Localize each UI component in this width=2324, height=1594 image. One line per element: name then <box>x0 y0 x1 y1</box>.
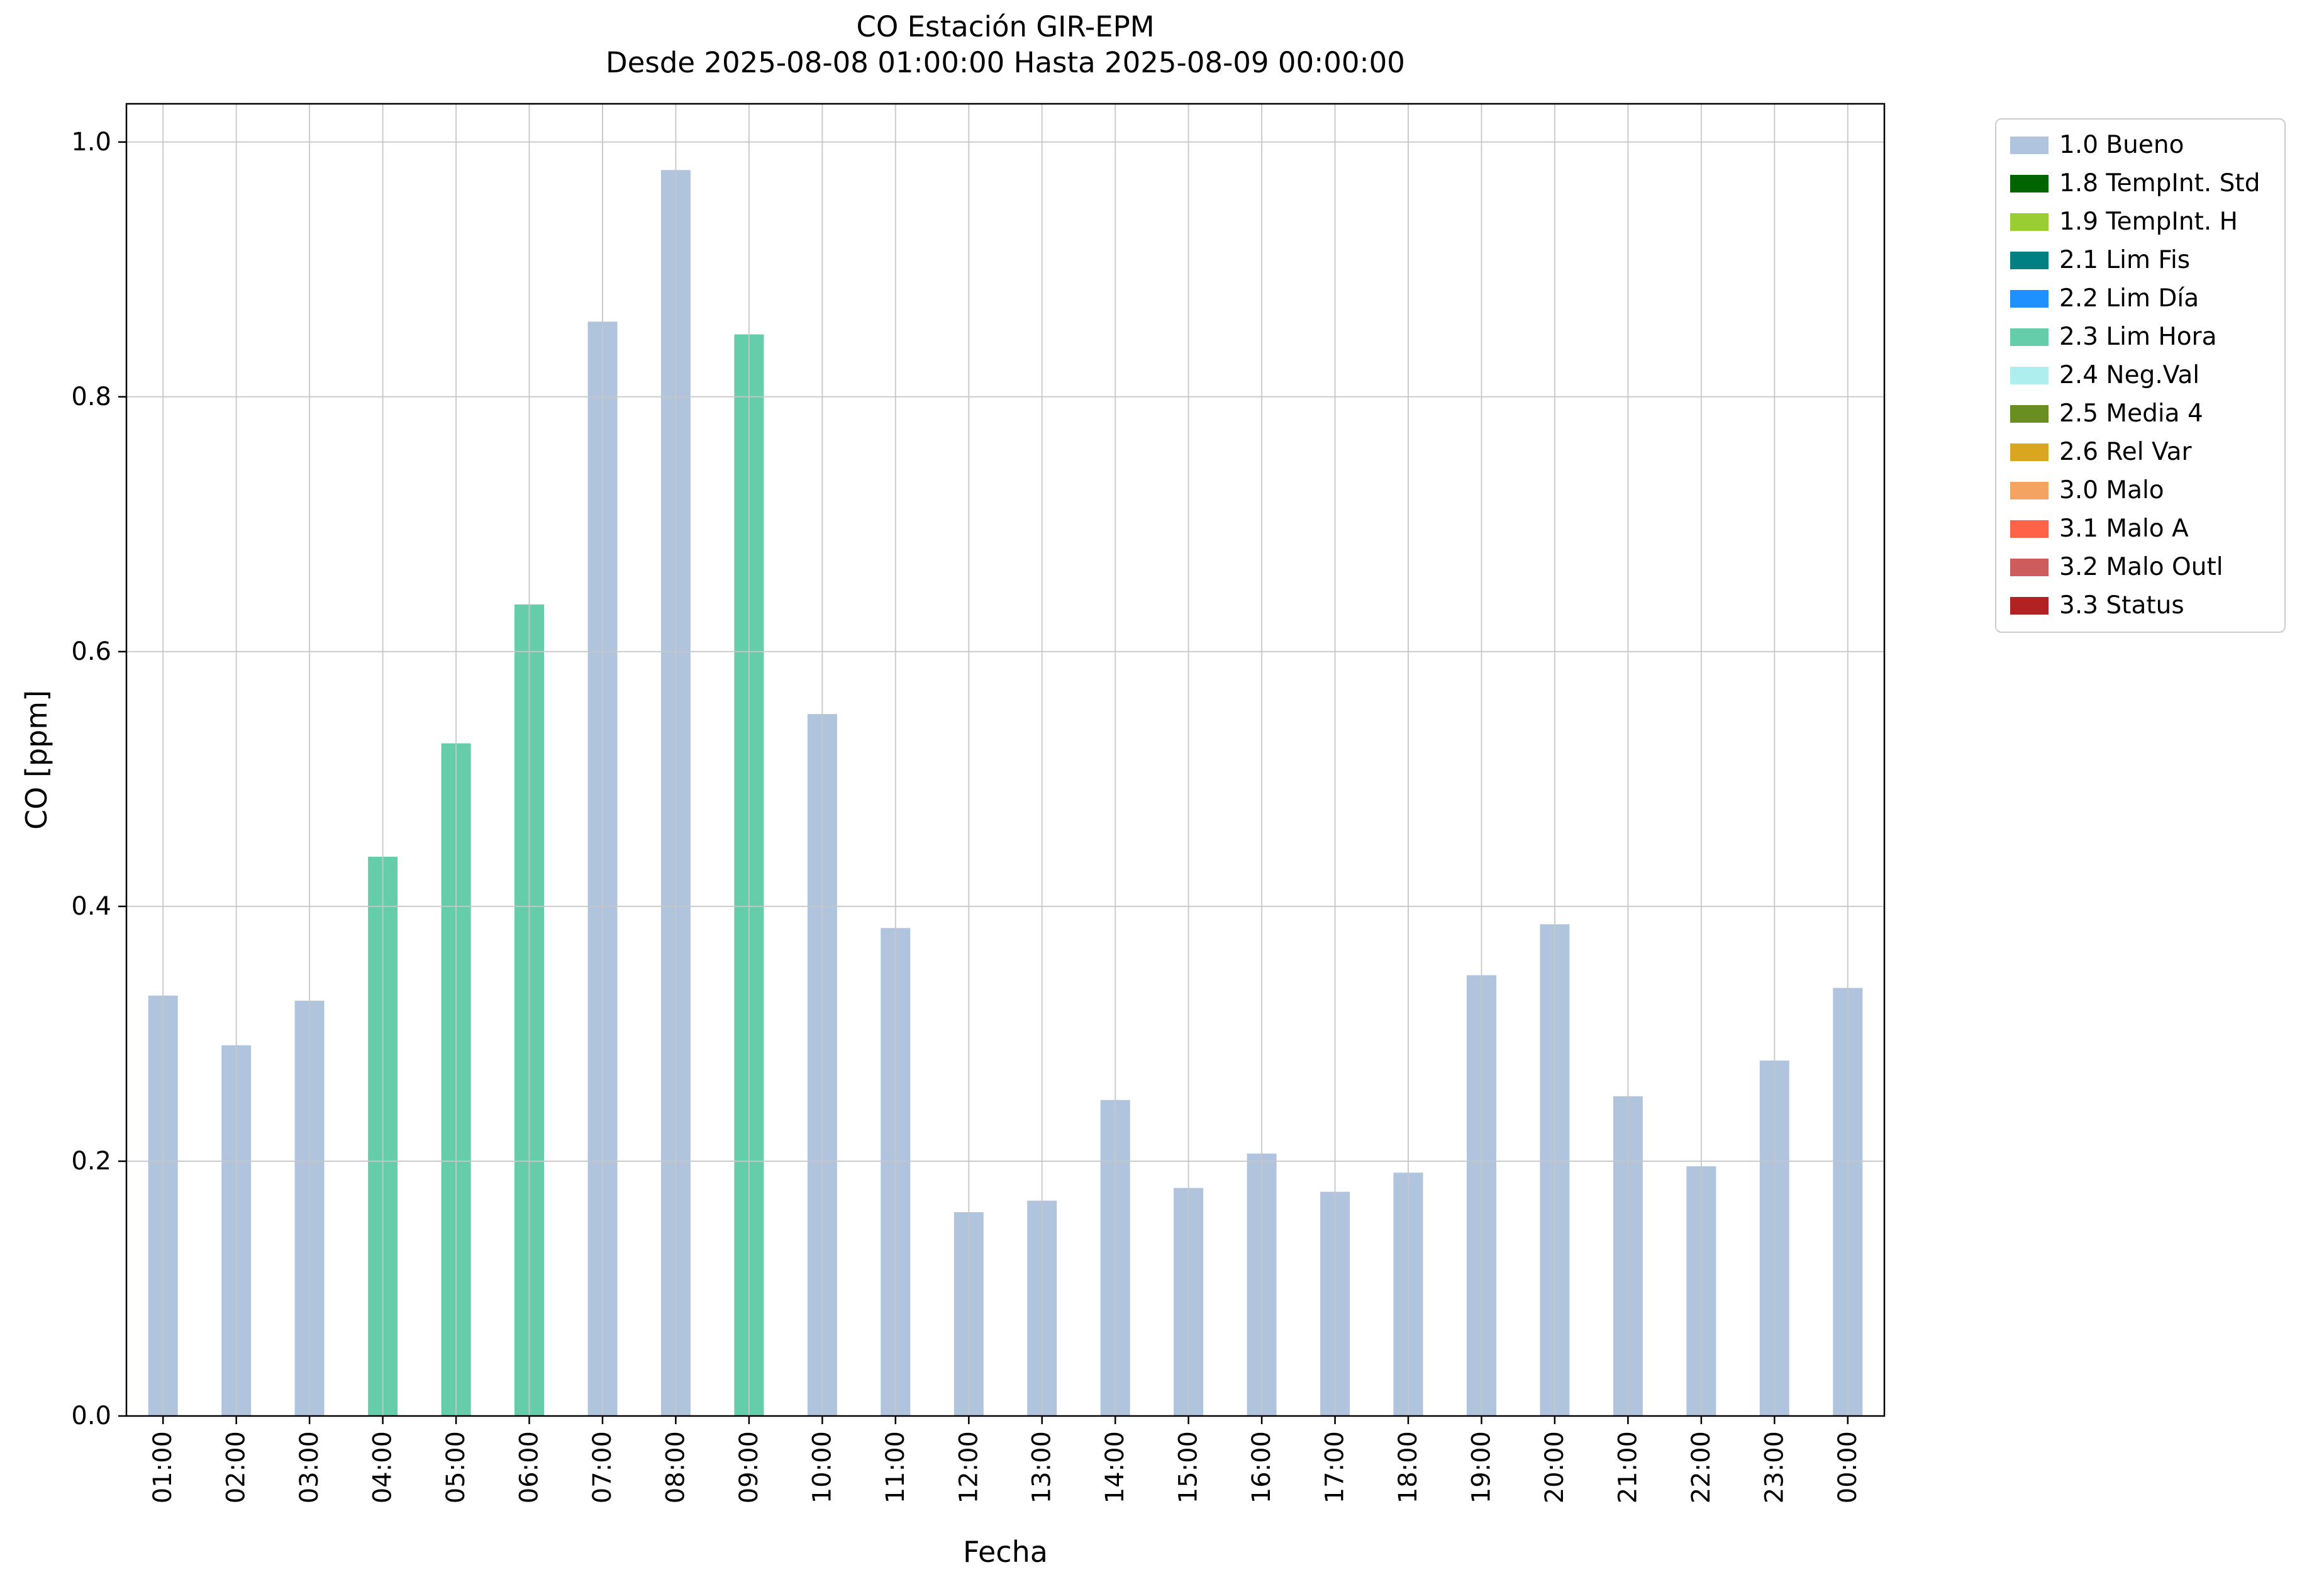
legend-item: 3.1 Malo A <box>2010 515 2271 543</box>
legend-item: 2.4 Neg.Val <box>2010 361 2271 390</box>
legend-swatch <box>2010 482 2049 499</box>
legend-label: 2.5 Media 4 <box>2059 399 2203 428</box>
x-tick-label: 07:00 <box>588 1431 617 1503</box>
legend-label: 1.8 TempInt. Std <box>2059 169 2260 198</box>
legend-swatch <box>2010 520 2049 538</box>
x-tick-label: 09:00 <box>735 1431 764 1503</box>
x-tick-label: 02:00 <box>222 1431 251 1503</box>
y-tick-label: 0.6 <box>71 637 111 666</box>
legend-item: 3.3 Status <box>2010 591 2271 620</box>
chart-title-line2: Desde 2025-08-08 01:00:00 Hasta 2025-08-… <box>606 46 1405 79</box>
legend-label: 3.2 Malo Outl <box>2059 553 2223 581</box>
legend-item: 2.5 Media 4 <box>2010 399 2271 428</box>
x-tick-label: 13:00 <box>1028 1431 1057 1503</box>
legend-swatch <box>2010 213 2049 231</box>
x-tick-label: 03:00 <box>295 1431 324 1503</box>
x-tick-label: 16:00 <box>1247 1431 1276 1503</box>
x-tick-label: 21:00 <box>1613 1431 1642 1503</box>
y-tick-label: 0.8 <box>71 382 111 411</box>
x-tick-label: 08:00 <box>661 1431 690 1503</box>
x-tick-label: 01:00 <box>148 1431 177 1503</box>
legend-label: 2.1 Lim Fis <box>2059 246 2191 274</box>
legend-swatch <box>2010 443 2049 461</box>
x-tick-label: 00:00 <box>1833 1431 1862 1503</box>
legend-item: 1.9 TempInt. H <box>2010 208 2271 237</box>
x-tick-label: 20:00 <box>1540 1431 1569 1503</box>
x-tick-label: 22:00 <box>1687 1431 1716 1503</box>
legend-item: 3.0 Malo <box>2010 476 2271 505</box>
legend-label: 2.4 Neg.Val <box>2059 361 2200 389</box>
legend-item: 2.3 Lim Hora <box>2010 323 2271 352</box>
legend-swatch <box>2010 405 2049 423</box>
x-axis-label: Fecha <box>963 1535 1048 1569</box>
x-tick-label: 17:00 <box>1321 1431 1350 1503</box>
legend-swatch <box>2010 559 2049 576</box>
legend-swatch <box>2010 328 2049 346</box>
legend-swatch <box>2010 290 2049 308</box>
y-tick-label: 0.2 <box>71 1147 111 1176</box>
x-tick-label: 18:00 <box>1394 1431 1423 1503</box>
legend-item: 3.2 Malo Outl <box>2010 553 2271 582</box>
legend-label: 3.1 Malo A <box>2059 515 2189 543</box>
y-tick-label: 1.0 <box>71 128 111 157</box>
x-tick-label: 15:00 <box>1174 1431 1203 1503</box>
legend-label: 2.2 Lim Día <box>2059 284 2199 313</box>
x-tick-label: 14:00 <box>1101 1431 1130 1503</box>
x-tick-label: 11:00 <box>881 1431 910 1503</box>
y-tick-label: 0.0 <box>71 1402 111 1430</box>
legend-label: 2.6 Rel Var <box>2059 438 2192 466</box>
legend-label: 3.3 Status <box>2059 591 2184 620</box>
legend-swatch <box>2010 175 2049 192</box>
legend-swatch <box>2010 597 2049 615</box>
x-tick-label: 04:00 <box>369 1431 398 1503</box>
chart-title-line1: CO Estación GIR-EPM <box>856 10 1155 43</box>
legend-item: 1.8 TempInt. Std <box>2010 169 2271 198</box>
x-tick-label: 05:00 <box>442 1431 470 1503</box>
legend-label: 2.3 Lim Hora <box>2059 323 2217 351</box>
x-tick-label: 06:00 <box>515 1431 544 1503</box>
y-tick-label: 0.4 <box>71 892 111 921</box>
legend-label: 3.0 Malo <box>2059 476 2164 504</box>
legend: 1.0 Bueno 1.8 TempInt. Std 1.9 TempInt. H 2… <box>1995 118 2286 633</box>
x-tick-label: 10:00 <box>808 1431 837 1503</box>
legend-item: 2.2 Lim Día <box>2010 284 2271 313</box>
legend-item: 1.0 Bueno <box>2010 131 2271 160</box>
x-tick-label: 19:00 <box>1467 1431 1496 1503</box>
chart-title: CO Estación GIR-EPM Desde 2025-08-08 01:… <box>126 9 1884 81</box>
x-tick-label: 23:00 <box>1760 1431 1789 1503</box>
legend-swatch <box>2010 252 2049 269</box>
legend-swatch <box>2010 137 2049 154</box>
legend-label: 1.9 TempInt. H <box>2059 208 2238 236</box>
legend-swatch <box>2010 367 2049 384</box>
plot-frame <box>125 103 1886 1417</box>
legend-item: 2.1 Lim Fis <box>2010 246 2271 275</box>
legend-label: 1.0 Bueno <box>2059 131 2184 159</box>
x-tick-label: 12:00 <box>954 1431 983 1503</box>
legend-item: 2.6 Rel Var <box>2010 438 2271 467</box>
